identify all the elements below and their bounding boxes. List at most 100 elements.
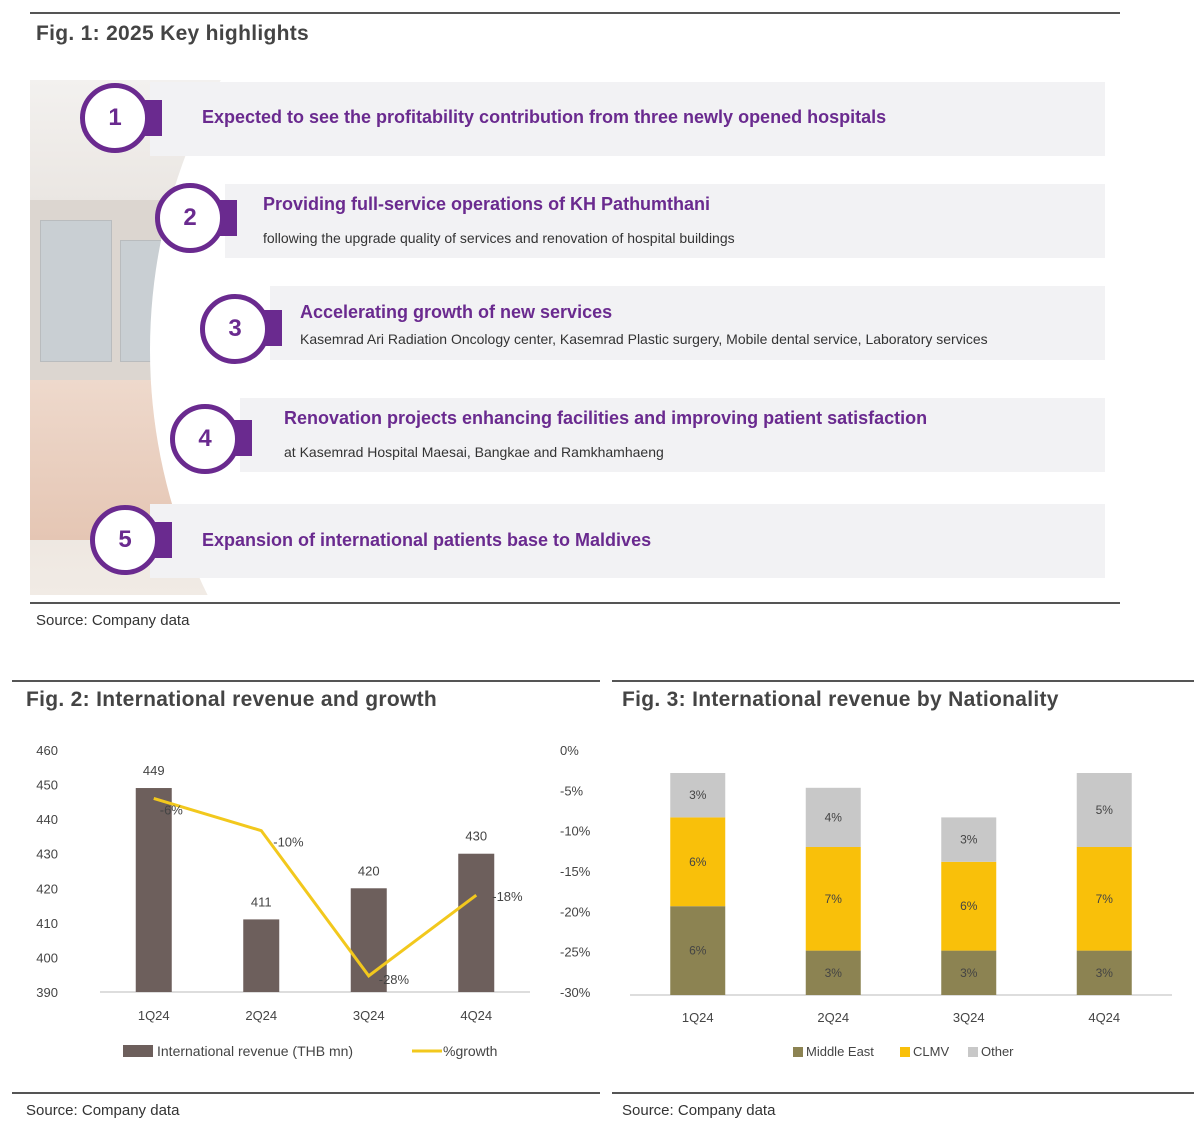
- left-axis-tick-label: 400: [36, 950, 58, 965]
- legend-label: Other: [981, 1044, 1014, 1059]
- x-axis-tick-label: 4Q24: [1088, 1010, 1120, 1025]
- legend-growth-label: %growth: [443, 1043, 497, 1059]
- growth-point-label: -10%: [273, 835, 304, 850]
- right-axis-tick-label: -10%: [560, 824, 591, 839]
- highlight-row-2: [225, 184, 1105, 258]
- legend-swatch: [900, 1047, 910, 1057]
- left-axis-tick-label: 420: [36, 881, 58, 896]
- highlight-4-subtitle: at Kasemrad Hospital Maesai, Bangkae and…: [284, 444, 664, 460]
- legend-swatch: [793, 1047, 803, 1057]
- right-axis-tick-label: -25%: [560, 945, 591, 960]
- highlight-1-number: 1: [80, 83, 150, 153]
- fig1-source: Source: Company data: [36, 612, 190, 629]
- highlight-3-title: Accelerating growth of new services: [300, 302, 613, 322]
- x-axis-tick-label: 3Q24: [953, 1010, 985, 1025]
- other-segment: [670, 773, 726, 818]
- fig3-chart: 6% 6% 3% 1Q24 3% 7% 4% 2Q24 3% 6% 3% 3Q24 3% 7% 5% 4Q24…: [630, 773, 1172, 1059]
- growth-point-label: -6%: [160, 802, 184, 817]
- right-axis-tick-label: 0%: [560, 743, 579, 758]
- middle-east-segment: [1076, 950, 1132, 995]
- legend-revenue-label: International revenue (THB mn): [157, 1043, 353, 1059]
- revenue-bar-label: 420: [358, 863, 380, 878]
- right-axis-tick-label: -5%: [560, 783, 584, 798]
- growth-point-label: -18%: [492, 889, 523, 904]
- clmv-segment: [670, 817, 726, 907]
- revenue-bar-label: 411: [251, 894, 272, 909]
- left-axis-tick-label: 390: [36, 985, 58, 1000]
- other-segment-label: 5%: [1096, 803, 1114, 817]
- fig3-top-rule: [612, 680, 1194, 682]
- middle-east-segment: [805, 950, 861, 995]
- fig1-bottom-rule: [30, 602, 1120, 604]
- other-segment-label: 4%: [825, 810, 843, 824]
- clmv-segment: [941, 861, 997, 951]
- fig2-chart: 390 400 410 420 430 440 450 460 -30% -25% -20% -15%…: [36, 743, 591, 1059]
- legend-label: CLMV: [913, 1044, 949, 1059]
- fig1-top-rule: [30, 12, 1120, 14]
- highlight-3-number: 3: [200, 294, 270, 364]
- highlight-2-number: 2: [155, 183, 225, 253]
- revenue-bar-label: 449: [143, 763, 165, 778]
- growth-point-label: -28%: [379, 972, 410, 987]
- left-axis-tick-label: 430: [36, 847, 58, 862]
- legend-swatch: [968, 1047, 978, 1057]
- clmv-segment: [1076, 847, 1132, 951]
- other-segment: [941, 817, 997, 862]
- middle-east-segment-label: 3%: [825, 966, 843, 980]
- growth-line: [153, 796, 478, 978]
- highlight-4-title: Renovation projects enhancing facilities…: [284, 408, 928, 428]
- fig2-source: Source: Company data: [26, 1102, 180, 1119]
- clmv-segment-label: 6%: [689, 855, 707, 869]
- revenue-bar: [243, 919, 280, 992]
- highlight-5-title: Expansion of international patients base…: [202, 530, 652, 550]
- highlight-row-3: [270, 286, 1105, 360]
- fig3-source: Source: Company data: [622, 1102, 776, 1119]
- other-segment-label: 3%: [960, 833, 978, 847]
- middle-east-segment-label: 3%: [960, 966, 978, 980]
- x-axis-tick-label: 1Q24: [138, 1008, 170, 1023]
- legend-revenue-swatch: [123, 1045, 153, 1057]
- left-axis-tick-label: 410: [36, 916, 58, 931]
- highlight-1-title: Expected to see the profitability contri…: [202, 107, 887, 127]
- x-axis-tick-label: 2Q24: [245, 1008, 277, 1023]
- revenue-bar: [458, 853, 495, 992]
- highlight-2-subtitle: following the upgrade quality of service…: [263, 230, 735, 246]
- clmv-segment-label: 7%: [1096, 892, 1114, 906]
- fig2-title: Fig. 2: International revenue and growth: [26, 688, 438, 711]
- right-axis-tick-label: -20%: [560, 904, 591, 919]
- middle-east-segment: [941, 950, 997, 995]
- highlight-4-number: 4: [170, 404, 240, 474]
- highlight-row-4: [240, 398, 1105, 472]
- fig1-title: Fig. 1: 2025 Key highlights: [36, 22, 309, 45]
- middle-east-segment-label: 3%: [1096, 966, 1114, 980]
- x-axis-tick-label: 3Q24: [353, 1008, 385, 1023]
- x-axis-tick-label: 1Q24: [682, 1010, 714, 1025]
- revenue-bar-label: 430: [465, 829, 487, 844]
- other-segment: [805, 787, 861, 847]
- highlight-3-subtitle: Kasemrad Ari Radiation Oncology center, …: [300, 331, 988, 347]
- clmv-segment-label: 7%: [825, 892, 843, 906]
- fig2-bottom-rule: [12, 1092, 600, 1094]
- x-axis-tick-label: 4Q24: [460, 1008, 492, 1023]
- fig3-bottom-rule: [612, 1092, 1194, 1094]
- middle-east-segment-label: 6%: [689, 944, 707, 958]
- highlight-5-number: 5: [90, 505, 160, 575]
- fig2-top-rule: [12, 680, 600, 682]
- right-axis-tick-label: -15%: [560, 864, 591, 879]
- x-axis-tick-label: 2Q24: [817, 1010, 849, 1025]
- clmv-segment-label: 6%: [960, 899, 978, 913]
- other-segment: [1076, 773, 1132, 847]
- highlights-panel: 1 Expected to see the profitability cont…: [30, 80, 1110, 600]
- highlight-row-5: [150, 504, 1105, 578]
- legend-label: Middle East: [806, 1044, 874, 1059]
- other-segment-label: 3%: [689, 788, 707, 802]
- highlight-row-1: [150, 82, 1105, 156]
- right-axis-tick-label: -30%: [560, 985, 591, 1000]
- revenue-bar: [135, 788, 172, 992]
- left-axis-tick-label: 460: [36, 743, 58, 758]
- left-axis-tick-label: 450: [36, 778, 58, 793]
- middle-east-segment: [670, 906, 726, 995]
- left-axis-tick-label: 440: [36, 812, 58, 827]
- fig3-title: Fig. 3: International revenue by Nationa…: [622, 688, 1059, 711]
- highlight-2-title: Providing full-service operations of KH …: [263, 194, 711, 214]
